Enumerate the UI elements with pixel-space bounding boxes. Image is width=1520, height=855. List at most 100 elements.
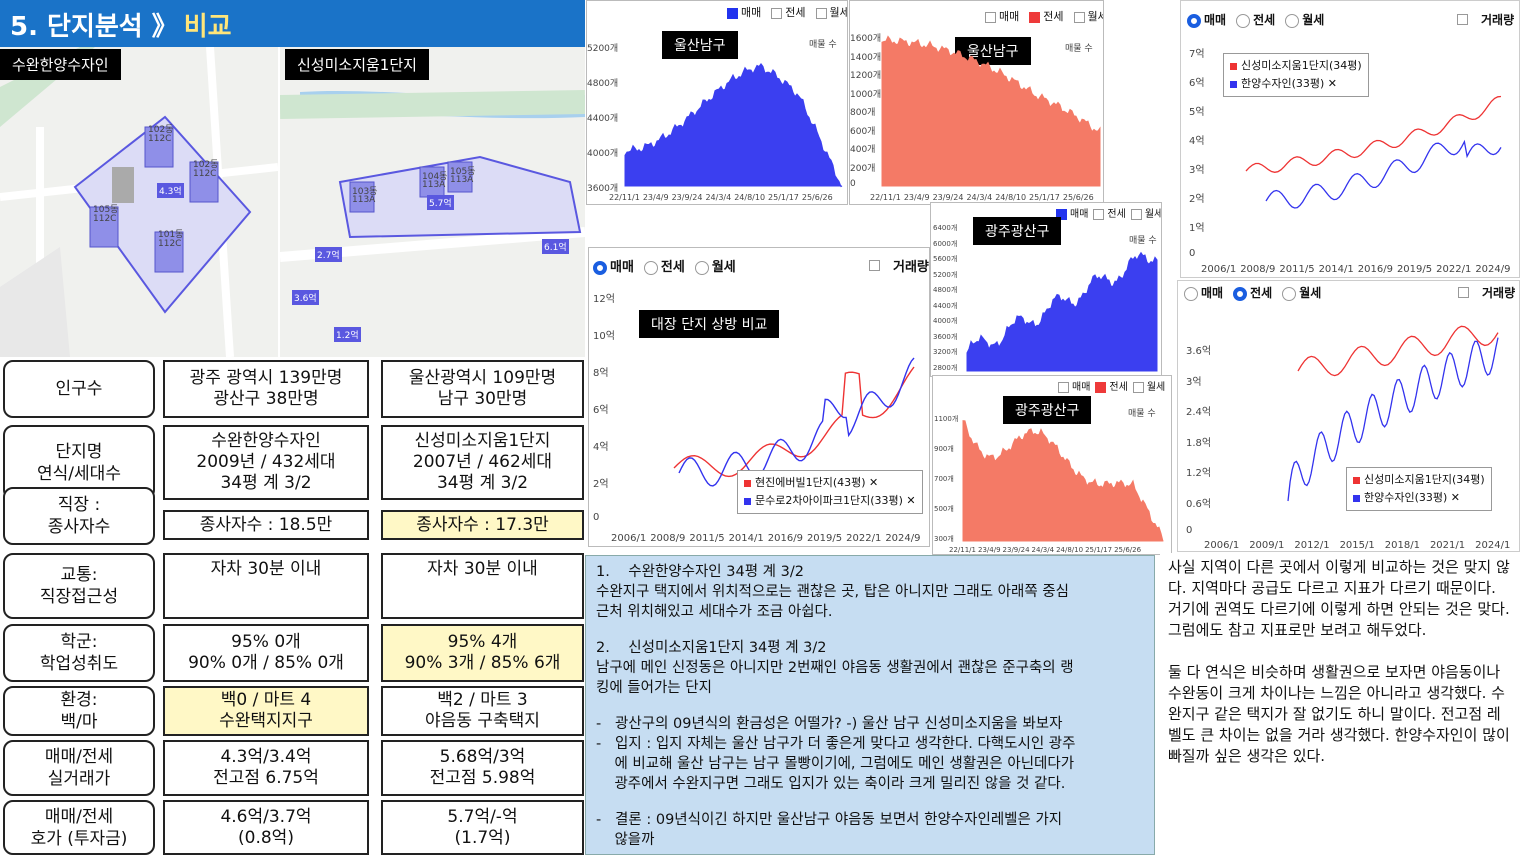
radio-group: 매매 전세 월세 <box>1187 11 1324 28</box>
count-label: 매물 수 <box>1129 236 1157 246</box>
legend-item[interactable]: 한양수자인(33평) ✕ <box>1353 489 1485 507</box>
legend-item[interactable]: 한양수자인(33평) ✕ <box>1230 75 1362 93</box>
legend-checks: 매매 전세 월세 <box>1056 205 1161 220</box>
chart-svg <box>1287 325 1499 502</box>
check-jeonse[interactable]: 전세 <box>771 4 806 20</box>
y-tick: 600개 <box>850 126 876 137</box>
price-pin[interactable]: 3.6억 <box>292 290 319 305</box>
map-shinsung[interactable]: 103동 113A 104동 113A 105동 113A 5.7억 2.7억 … <box>280 47 585 357</box>
legend-item[interactable]: 현진에버빌1단지(43평) ✕ <box>744 474 916 492</box>
note-4: - 결론 : 09년식이긴 하지만 울산남구 야음동 보면서 한양수자인레벨은 … <box>596 812 1063 848</box>
map-tag: 112C <box>193 169 217 179</box>
x-tick: 25/6/26 <box>1062 193 1094 202</box>
radio-group: 매매 전세 월세 <box>1184 284 1321 301</box>
price-pin[interactable]: 6.1억 <box>542 239 569 254</box>
y-tick: 1.8억 <box>1186 437 1212 449</box>
x-axis: 2006/1 2008/9 2011/5 2014/1 2016/9 2019/… <box>1201 264 1511 275</box>
x-tick: 23/9/24 <box>932 193 964 202</box>
radio-sale[interactable]: 매매 <box>1187 11 1226 28</box>
chart-title: 울산남구 <box>662 31 738 59</box>
map-tag: 103동 <box>352 187 378 197</box>
check-sale[interactable]: 매매 <box>1058 378 1090 393</box>
cell-suwan: 4.3억/3.4억 전고점 6.75억 <box>163 740 369 796</box>
y-tick: 0 <box>1189 248 1196 259</box>
cell-suwan: 종사자수 : 18.5만 <box>163 510 369 540</box>
x-tick: 2022/1 <box>1436 264 1472 275</box>
price-pin[interactable]: 2.7억 <box>315 247 342 262</box>
x-tick: 24/8/10 <box>1056 546 1084 554</box>
radio-jeonse[interactable]: 전세 <box>1236 11 1275 28</box>
x-tick: 2008/9 <box>1240 264 1276 275</box>
legend-checks: 매매 전세 월세 <box>985 8 1103 24</box>
map-tag: 102동 <box>193 160 219 170</box>
check-monthly[interactable]: 월세 <box>1130 205 1161 220</box>
radio-jeonse[interactable]: 전세 <box>1233 284 1272 301</box>
chart-title: 광주광산구 <box>973 217 1062 245</box>
radio-group: 매매 전세 월세 <box>593 256 736 275</box>
cell-shinsung: 백2 / 마트 3 야음동 구축택지 <box>381 686 584 736</box>
analysis-notes: 1. 수완한양수자인 34평 계 3/2 수완지구 택지에서 위치적으로는 괜찮… <box>585 555 1155 855</box>
radio-monthly[interactable]: 월세 <box>1282 284 1321 301</box>
y-tick: 3600개 <box>587 184 619 194</box>
x-axis: 2006/1 2008/9 2011/5 2014/1 2016/9 2019/… <box>611 533 921 544</box>
volume-toggle[interactable]: 거래량 <box>1457 11 1514 28</box>
map-suwan[interactable]: 102동 112C 102동 112C 105동 112C 101동 112C … <box>0 47 278 357</box>
check-sale[interactable]: 매매 <box>727 4 761 20</box>
commentary: 사실 지역이 다른 곳에서 이렇게 비교하는 것은 맞지 않다. 지역마다 공급… <box>1160 553 1520 855</box>
y-tick: 8억 <box>593 368 609 379</box>
cell-shinsung: 5.7억/-억 (1.7억) <box>381 800 584 855</box>
y-tick: 4400개 <box>933 301 958 310</box>
y-tick: 6억 <box>593 405 609 416</box>
y-tick: 5200개 <box>587 44 619 54</box>
check-monthly[interactable]: 월세 <box>815 4 847 20</box>
radio-sale[interactable]: 매매 <box>593 256 634 275</box>
cell-suwan: 자차 30분 이내 <box>163 553 369 619</box>
x-tick: 23/4/9 <box>903 193 930 202</box>
y-tick: 4800개 <box>933 286 958 294</box>
y-tick: 2.4억 <box>1186 407 1212 418</box>
y-tick: 4000개 <box>587 149 619 159</box>
chart-svg <box>673 357 915 487</box>
radio-jeonse[interactable]: 전세 <box>643 256 685 275</box>
y-tick: 4억 <box>593 442 609 453</box>
y-tick: 4400개 <box>587 114 619 124</box>
y-tick: 2억 <box>1189 194 1205 205</box>
section-header: 5. 단지분석 》 비교 <box>0 0 585 47</box>
x-tick: 22/11/1 <box>870 193 901 202</box>
radio-sale[interactable]: 매매 <box>1184 284 1223 301</box>
check-jeonse[interactable]: 전세 <box>1095 378 1128 393</box>
y-tick: 3600개 <box>933 332 958 341</box>
note-1: 1. 수완한양수자인 34평 계 3/2 수완지구 택지에서 위치적으로는 괜찮… <box>596 564 1069 620</box>
x-axis: 22/11/1 23/4/9 23/9/24 24/3/4 24/8/10 25… <box>609 193 833 202</box>
y-tick: 2억 <box>593 479 609 490</box>
map-tag: 112C <box>148 134 172 144</box>
volume-toggle[interactable]: 거래량 <box>869 256 929 275</box>
chart-svg <box>1245 95 1502 209</box>
radio-monthly[interactable]: 월세 <box>694 256 736 275</box>
y-tick: 0.6억 <box>1186 498 1212 510</box>
volume-toggle[interactable]: 거래량 <box>1458 284 1515 301</box>
check-sale[interactable]: 매매 <box>985 8 1019 24</box>
price-pin[interactable]: 4.3억 <box>157 183 184 198</box>
check-monthly[interactable]: 월세 <box>1073 8 1103 24</box>
check-jeonse[interactable]: 전세 <box>1093 205 1126 220</box>
x-tick: 23/9/24 <box>671 193 703 202</box>
chart-right-jeonse: 매매 전세 월세 거래량 3.6억 3억 2.4억 1.8억 1.2억 0.6억… <box>1177 280 1520 552</box>
legend-item[interactable]: 문수로2차아이파크1단지(33평) ✕ <box>744 492 916 510</box>
y-tick: 500개 <box>934 505 954 513</box>
legend-item[interactable]: 신성미소지움1단지(34평) <box>1353 471 1485 489</box>
price-pin[interactable]: 5.7억 <box>427 195 454 210</box>
legend-item[interactable]: 신성미소지움1단지(34평) <box>1230 57 1362 75</box>
radio-monthly[interactable]: 월세 <box>1285 11 1324 28</box>
section-subtitle: 비교 <box>183 12 232 42</box>
y-tick: 7억 <box>1189 49 1205 60</box>
map-tag: 113A <box>450 175 474 185</box>
check-monthly[interactable]: 월세 <box>1132 378 1165 393</box>
check-sale[interactable]: 매매 <box>1056 205 1088 220</box>
x-tick: 24/3/4 <box>705 193 732 202</box>
y-tick: 1억 <box>1189 223 1205 234</box>
price-pin[interactable]: 1.2억 <box>334 327 361 342</box>
chart-title: 울산남구 <box>955 37 1031 65</box>
check-jeonse[interactable]: 전세 <box>1029 8 1064 24</box>
x-tick: 2012/1 <box>1294 540 1330 551</box>
